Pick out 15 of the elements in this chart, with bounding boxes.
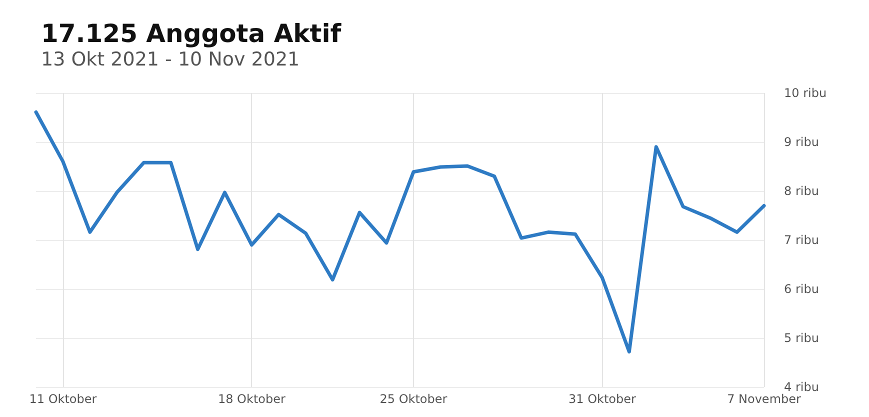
y-tick-label: 4 ribu — [784, 380, 819, 394]
x-tick-label: 18 Oktober — [218, 392, 286, 406]
x-tick-label: 11 Oktober — [29, 392, 97, 406]
x-tick-label: 7 November — [727, 392, 802, 406]
y-tick-label: 5 ribu — [784, 331, 819, 345]
x-tick-label: 31 Oktober — [568, 392, 636, 406]
y-tick-label: 10 ribu — [784, 86, 827, 100]
y-tick-label: 6 ribu — [784, 282, 819, 296]
y-tick-label: 7 ribu — [784, 233, 819, 247]
chart-title: 17.125 Anggota Aktif — [41, 19, 342, 48]
y-tick-label: 8 ribu — [784, 184, 819, 198]
y-tick-label: 9 ribu — [784, 135, 819, 149]
x-tick-label: 25 Oktober — [380, 392, 448, 406]
line-series — [34, 110, 766, 354]
chart-subtitle: 13 Okt 2021 - 10 Nov 2021 — [41, 48, 300, 70]
